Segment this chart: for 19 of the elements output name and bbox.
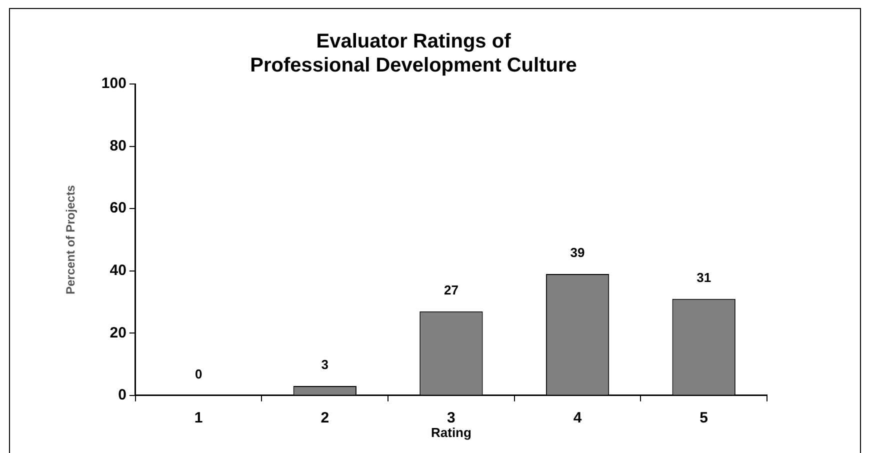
- x-tick-label: 1: [194, 410, 203, 427]
- y-tick-label: 20: [110, 324, 126, 342]
- x-tick-label: 3: [447, 410, 456, 427]
- y-tick-label: 0: [118, 386, 126, 404]
- data-label: 3: [321, 357, 329, 372]
- chart-title: Evaluator Ratings of Professional Development Culture: [250, 30, 577, 77]
- x-tick-label: 5: [700, 410, 708, 427]
- y-tick-label: 60: [110, 200, 126, 217]
- y-tick-label: 100: [101, 75, 126, 92]
- y-tick-label: 80: [110, 137, 126, 154]
- x-tick-label: 4: [573, 410, 582, 427]
- data-label: 0: [194, 366, 202, 382]
- x-tick-label: 2: [320, 410, 330, 427]
- y-axis-title: Percent of Projects: [64, 184, 78, 294]
- data-label: 27: [444, 282, 458, 298]
- x-axis-title: Rating: [430, 424, 472, 440]
- data-label: 31: [696, 270, 712, 285]
- data-label: 39: [570, 245, 585, 260]
- y-tick-label: 40: [110, 262, 126, 279]
